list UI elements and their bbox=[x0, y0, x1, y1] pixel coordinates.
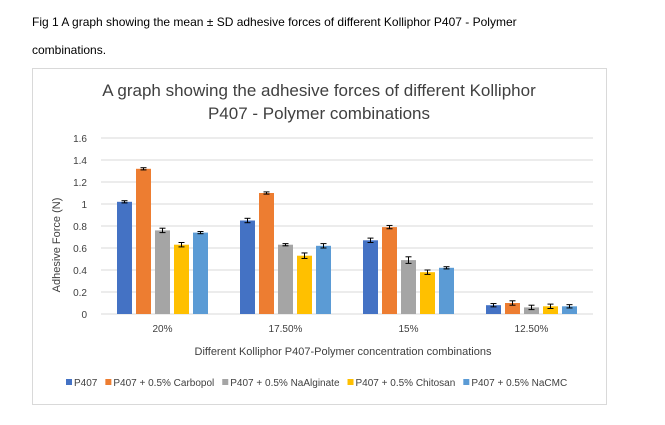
bar bbox=[117, 201, 132, 314]
figure-caption-line-1: Fig 1 A graph showing the mean ± SD adhe… bbox=[32, 15, 517, 29]
legend-label: P407 + 0.5% NaAlginate bbox=[230, 378, 340, 389]
chart-title-line-2: P407 - Polymer combinations bbox=[208, 104, 430, 123]
y-tick-labels: 0 0.2 0.4 0.6 0.8 1 1.2 1.4 1.6 bbox=[73, 134, 87, 321]
bar bbox=[382, 227, 397, 314]
legend-swatch bbox=[347, 379, 354, 385]
error-bars bbox=[121, 167, 573, 311]
bar bbox=[259, 193, 274, 314]
bar bbox=[486, 305, 501, 314]
bar bbox=[401, 260, 416, 314]
x-tick-label: 15% bbox=[398, 324, 418, 335]
bar bbox=[420, 272, 435, 314]
y-tick-label: 0.6 bbox=[73, 244, 87, 255]
bar bbox=[439, 267, 454, 314]
bar bbox=[297, 255, 312, 314]
bar bbox=[562, 306, 577, 314]
legend-label: P407 + 0.5% NaCMC bbox=[471, 378, 567, 389]
legend-swatch bbox=[222, 379, 229, 385]
x-tick-label: 17.50% bbox=[269, 324, 303, 335]
legend-swatch bbox=[66, 379, 72, 385]
bar bbox=[505, 303, 520, 314]
legend-label: P407 + 0.5% Chitosan bbox=[356, 378, 456, 389]
legend-label: P407 bbox=[74, 378, 98, 389]
figure-caption-line-2: combinations. bbox=[32, 43, 107, 57]
bars bbox=[117, 168, 577, 314]
bar bbox=[193, 232, 208, 314]
bar bbox=[136, 168, 151, 314]
figure-caption: Fig 1 A graph showing the mean ± SD adhe… bbox=[32, 8, 632, 64]
x-tick-label: 12.50% bbox=[515, 324, 549, 335]
y-tick-label: 1 bbox=[81, 200, 87, 211]
x-tick-label: 20% bbox=[152, 324, 172, 335]
bar bbox=[524, 307, 539, 314]
y-tick-label: 0.4 bbox=[73, 266, 87, 277]
bar bbox=[240, 220, 255, 314]
legend: P407 P407 + 0.5% Carbopol P407 + 0.5% NaAl… bbox=[66, 378, 567, 389]
legend-swatch bbox=[463, 379, 470, 385]
chart-title-line-1: A graph showing the adhesive forces of d… bbox=[102, 81, 536, 100]
legend-swatch bbox=[105, 379, 112, 385]
y-tick-label: 0.2 bbox=[73, 288, 87, 299]
chart-frame: A graph showing the adhesive forces of d… bbox=[32, 68, 607, 405]
y-tick-label: 1.2 bbox=[73, 178, 87, 189]
bar bbox=[174, 244, 189, 314]
y-tick-label: 0.8 bbox=[73, 222, 87, 233]
x-axis-label: Different Kolliphor P407-Polymer concent… bbox=[195, 346, 492, 358]
bar bbox=[316, 245, 331, 314]
y-tick-label: 0 bbox=[81, 310, 87, 321]
bar-chart: A graph showing the adhesive forces of d… bbox=[51, 81, 593, 389]
y-axis-label: Adhesive Force (N) bbox=[51, 198, 63, 293]
x-tick-labels: 20% 17.50% 15% 12.50% bbox=[152, 324, 548, 335]
y-tick-label: 1.6 bbox=[73, 134, 87, 145]
bar bbox=[278, 244, 293, 314]
bar bbox=[363, 240, 378, 314]
bar bbox=[543, 306, 558, 314]
bar bbox=[155, 230, 170, 314]
legend-label: P407 + 0.5% Carbopol bbox=[113, 378, 214, 389]
y-tick-label: 1.4 bbox=[73, 156, 87, 167]
